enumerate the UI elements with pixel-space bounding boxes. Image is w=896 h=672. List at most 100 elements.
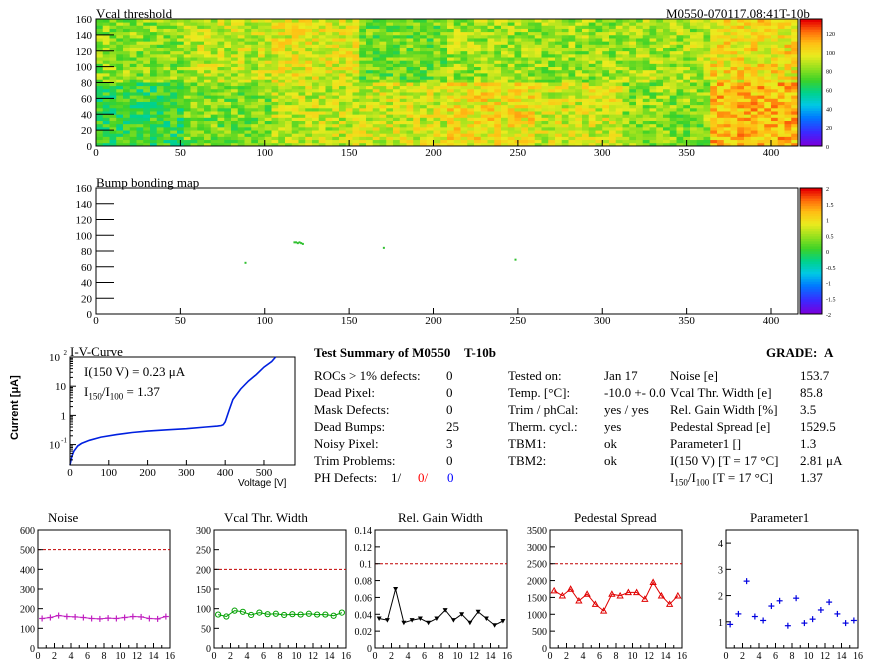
heatmap-cell — [514, 126, 522, 131]
heatmap-cell — [197, 50, 205, 55]
heatmap-cell — [204, 38, 212, 42]
heatmap-cell — [663, 66, 671, 71]
heatmap-cell — [757, 41, 765, 45]
x-tick-label: 16 — [502, 651, 512, 662]
heatmap-cell — [561, 85, 569, 90]
heatmap-cell — [717, 107, 725, 112]
iv-title: I-V-Curve — [70, 344, 123, 359]
x-tick-label: 2 — [228, 651, 233, 662]
heatmap-cell — [102, 107, 110, 112]
heatmap-cell — [170, 142, 178, 147]
heatmap-cell — [426, 60, 434, 64]
heatmap-cell — [102, 104, 110, 109]
colorbar-cell — [800, 283, 822, 287]
heatmap-cell — [561, 57, 569, 61]
heatmap-cell — [177, 82, 185, 87]
colorbar-cell — [800, 203, 822, 207]
heatmap-cell — [258, 126, 266, 131]
heatmap-cell — [656, 63, 664, 68]
colorbar-cell — [800, 278, 822, 282]
heatmap-cell — [298, 38, 306, 42]
heatmap-cell — [501, 47, 509, 52]
heatmap-cell — [501, 120, 509, 125]
x-tick-label: 16 — [853, 651, 863, 662]
data-point — [289, 611, 296, 618]
heatmap-cell — [204, 44, 212, 48]
heatmap-cell — [683, 57, 691, 61]
heatmap-cell — [197, 101, 205, 106]
heatmap-cell — [710, 142, 718, 147]
heatmap-cell — [784, 114, 792, 118]
heatmap-cell — [771, 31, 779, 36]
heatmap-cell — [717, 98, 725, 102]
heatmap-cell — [703, 92, 711, 96]
heatmap-cell — [109, 28, 117, 33]
heatmap-cell — [602, 101, 610, 106]
heatmap-cell — [467, 38, 475, 42]
colorbar-label: 0 — [826, 250, 829, 256]
heatmap-cell — [339, 19, 347, 23]
heatmap-cell — [784, 98, 792, 102]
heatmap-cell — [204, 120, 212, 125]
heatmap-cell — [372, 95, 380, 99]
heatmap-cell — [555, 95, 563, 99]
heatmap-cell — [453, 63, 461, 68]
heatmap-cell — [312, 63, 320, 68]
heatmap-cell — [332, 34, 340, 39]
heatmap-cell — [480, 123, 488, 128]
heatmap-cell — [136, 34, 144, 39]
heatmap-cell — [521, 34, 529, 39]
heatmap-cell — [271, 117, 279, 121]
heatmap-cell — [609, 136, 617, 141]
heatmap-cell — [730, 107, 738, 112]
heatmap-cell — [210, 34, 218, 39]
y-tick-label: 20 — [81, 293, 93, 305]
heatmap-cell — [204, 25, 212, 29]
heatmap-cell — [595, 79, 603, 83]
summary-row-value: 1.3 — [800, 436, 817, 451]
heatmap-cell — [366, 19, 374, 23]
heatmap-cell — [244, 79, 252, 83]
heatmap-cell — [224, 85, 232, 90]
heatmap-cell — [325, 88, 333, 93]
x-tick-label: 8 — [439, 651, 444, 662]
heatmap-cell — [291, 47, 299, 52]
heatmap-cell — [426, 101, 434, 106]
heatmap-cell — [629, 136, 637, 141]
heatmap-cell — [784, 126, 792, 131]
heatmap-cell — [332, 63, 340, 68]
heatmap-cell — [521, 123, 529, 128]
heatmap-cell — [413, 92, 421, 96]
heatmap-cell — [318, 38, 326, 42]
heatmap-cell — [629, 25, 637, 29]
heatmap-cell — [474, 139, 482, 144]
heatmap-cell — [150, 22, 158, 26]
heatmap-cell — [116, 28, 124, 33]
heatmap-cell — [440, 82, 448, 87]
heatmap-cell — [251, 139, 259, 144]
heatmap-cell — [521, 101, 529, 106]
heatmap-cell — [676, 88, 684, 93]
heatmap-cell — [568, 53, 576, 58]
heatmap-cell — [501, 126, 509, 131]
heatmap-cell — [136, 107, 144, 112]
heatmap-cell — [467, 133, 475, 137]
heatmap-cell — [609, 117, 617, 121]
heatmap-cell — [636, 19, 644, 23]
heatmap-cell — [514, 44, 522, 48]
data-point — [393, 587, 399, 592]
heatmap-cell — [325, 92, 333, 96]
heatmap-cell — [433, 31, 441, 36]
x-tick-label: 2 — [564, 651, 569, 662]
heatmap-cell — [622, 31, 630, 36]
heatmap-cell — [312, 123, 320, 128]
heatmap-cell — [588, 31, 596, 36]
heatmap-cell — [514, 72, 522, 77]
heatmap-cell — [298, 47, 306, 52]
heatmap-cell — [717, 47, 725, 52]
heatmap-cell — [150, 139, 158, 144]
x-tick-label: 12 — [469, 651, 479, 662]
heatmap-cell — [474, 72, 482, 77]
heatmap-cell — [676, 104, 684, 109]
heatmap-cell — [399, 69, 407, 74]
